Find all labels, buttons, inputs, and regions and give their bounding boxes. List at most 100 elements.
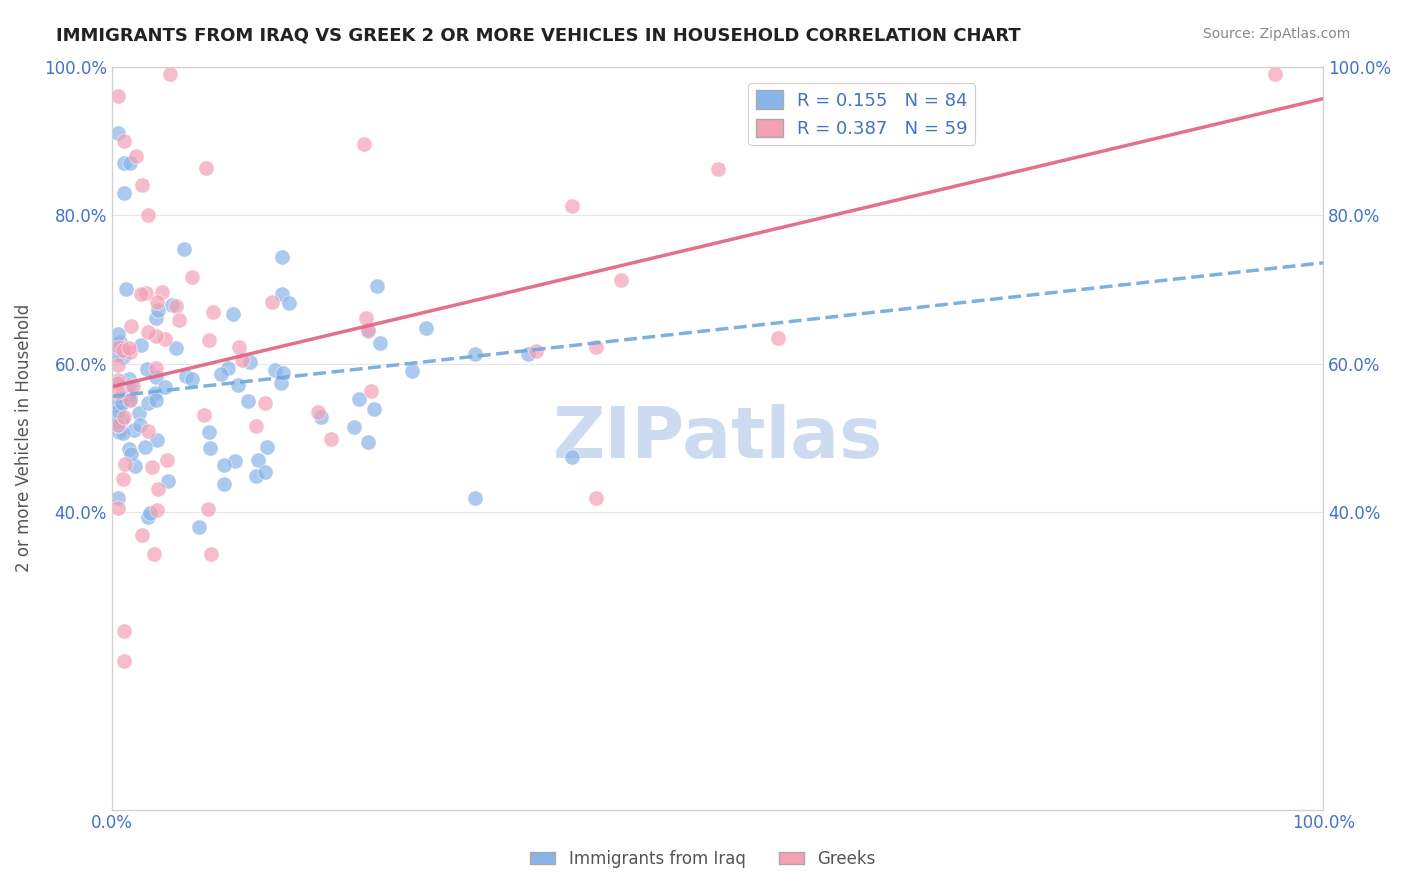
Point <box>264 363 287 377</box>
Point <box>118 342 141 356</box>
Point <box>107 337 129 351</box>
Point <box>110 414 132 428</box>
Point <box>224 453 246 467</box>
Point <box>145 361 167 376</box>
Point <box>135 286 157 301</box>
Point <box>181 270 204 285</box>
Point <box>107 373 129 387</box>
Text: IMMIGRANTS FROM IRAQ VS GREEK 2 OR MORE VEHICLES IN HOUSEHOLD CORRELATION CHART: IMMIGRANTS FROM IRAQ VS GREEK 2 OR MORE … <box>56 27 1021 45</box>
Point <box>366 279 388 293</box>
Point <box>108 374 131 388</box>
Point <box>357 435 380 450</box>
Point <box>112 343 135 357</box>
Point <box>561 199 583 213</box>
Point <box>107 409 129 423</box>
Point <box>160 298 183 312</box>
Point <box>108 334 131 349</box>
Point <box>111 350 134 364</box>
Point <box>107 491 129 505</box>
Point <box>136 396 159 410</box>
Point <box>415 320 437 334</box>
Point <box>111 389 134 403</box>
Point <box>145 369 167 384</box>
Point <box>118 442 141 456</box>
Point <box>131 528 153 542</box>
Point <box>128 406 150 420</box>
Point <box>122 423 145 437</box>
Point <box>120 378 142 392</box>
Point <box>353 136 375 151</box>
Point <box>136 208 159 222</box>
Point <box>368 336 391 351</box>
Point <box>307 404 329 418</box>
Point <box>360 384 382 399</box>
Point <box>766 330 789 344</box>
Point <box>107 348 129 362</box>
Point <box>181 372 204 386</box>
Point <box>108 340 131 354</box>
Point <box>309 410 332 425</box>
Point <box>145 393 167 408</box>
Point <box>357 323 380 337</box>
Point <box>107 89 129 103</box>
Point <box>129 287 152 301</box>
Point <box>222 307 245 321</box>
Point <box>107 397 129 411</box>
Point <box>321 432 343 446</box>
Point <box>107 417 129 432</box>
Point <box>356 324 378 338</box>
Point <box>228 340 250 354</box>
Point <box>270 287 292 301</box>
Point <box>139 506 162 520</box>
Point <box>198 425 221 439</box>
Legend: R = 0.155   N = 84, R = 0.387   N = 59: R = 0.155 N = 84, R = 0.387 N = 59 <box>748 83 974 145</box>
Point <box>153 332 176 346</box>
Point <box>111 396 134 410</box>
Point <box>145 329 167 343</box>
Point <box>153 380 176 394</box>
Point <box>173 242 195 256</box>
Point <box>112 134 135 148</box>
Point <box>108 399 131 413</box>
Point <box>107 127 129 141</box>
Point <box>347 392 370 407</box>
Point <box>209 368 232 382</box>
Point <box>561 450 583 464</box>
Point <box>138 425 160 439</box>
Point <box>236 394 259 409</box>
Point <box>343 420 366 434</box>
Point <box>111 473 134 487</box>
Point <box>111 412 134 426</box>
Point <box>253 465 276 479</box>
Point <box>585 491 607 505</box>
Point <box>107 418 129 433</box>
Point <box>143 547 166 561</box>
Point <box>120 156 142 170</box>
Point <box>125 149 148 163</box>
Point <box>1264 67 1286 81</box>
Point <box>108 425 131 440</box>
Point <box>271 367 294 381</box>
Point <box>156 475 179 489</box>
Point <box>114 457 136 471</box>
Point <box>356 310 378 325</box>
Point <box>141 460 163 475</box>
Point <box>112 345 135 359</box>
Point <box>198 441 221 455</box>
Point <box>118 393 141 408</box>
Point <box>118 388 141 402</box>
Point <box>260 294 283 309</box>
Point <box>464 347 486 361</box>
Point <box>120 448 142 462</box>
Point <box>517 347 540 361</box>
Point <box>706 161 728 176</box>
Point <box>165 299 187 313</box>
Legend: Immigrants from Iraq, Greeks: Immigrants from Iraq, Greeks <box>523 844 883 875</box>
Point <box>145 385 167 400</box>
Point <box>117 372 139 386</box>
Point <box>245 418 267 433</box>
Point <box>136 510 159 524</box>
Point <box>277 296 299 310</box>
Point <box>270 376 292 391</box>
Point <box>107 358 129 372</box>
